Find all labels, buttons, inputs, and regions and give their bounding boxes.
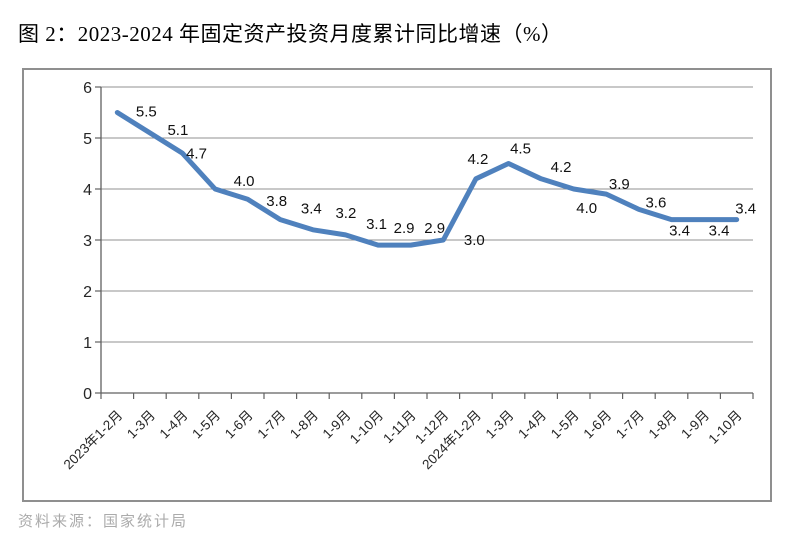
y-tick-label: 3: [83, 233, 92, 250]
data-label: 3.4: [301, 201, 322, 218]
data-labels: 5.5 5.1 4.7 4.0 3.8 3.4 3.2 3.1 2.9 2.9 3.0 4.2 4.5 4…: [136, 104, 756, 250]
x-tick-label: 1-6月: [580, 408, 614, 442]
data-label: 3.1: [366, 216, 387, 233]
x-tick-label: 1-4月: [515, 408, 549, 442]
x-tick-label: 1-6月: [222, 408, 256, 442]
data-label: 4.2: [467, 151, 488, 168]
x-tick-label: 1-10月: [347, 408, 386, 447]
chart-frame: 0 1 2 3 4 5 6 2023年1-2月 1-3月 1-4月 1-5月 1-6月 1-7月 1-8月…: [22, 68, 772, 502]
x-tick-label: 1-10月: [706, 408, 745, 447]
x-tick-label: 1-4月: [157, 408, 191, 442]
data-label: 3.2: [335, 205, 356, 222]
x-tick-label: 2023年1-2月: [61, 408, 126, 473]
line-chart: 01234562023年1-2月1-3月1-4月1-5月1-6月1-7月1-8月…: [61, 80, 756, 473]
data-label: 3.9: [609, 176, 630, 193]
data-label: 5.5: [136, 104, 157, 121]
y-tick-label: 5: [83, 131, 92, 148]
x-tick-label: 1-11月: [380, 408, 419, 447]
source-note: 资料来源：国家统计局: [18, 514, 189, 530]
data-label: 3.4: [709, 223, 730, 240]
data-label: 5.1: [167, 122, 188, 139]
gridlines: [101, 86, 753, 343]
x-tick-label: 1-8月: [287, 408, 321, 442]
data-label: 3.0: [464, 232, 485, 249]
x-axis-labels: 2023年1-2月1-3月1-4月1-5月1-6月1-7月1-8月1-9月1-1…: [61, 408, 745, 473]
y-tick-label: 2: [83, 284, 92, 301]
data-label: 2.9: [394, 220, 415, 237]
x-tick-label: 1-7月: [254, 408, 288, 442]
data-label: 3.4: [735, 201, 756, 218]
y-axis-labels: 0 1 2 3 4 5 6: [83, 80, 92, 403]
y-tick-label: 0: [83, 386, 92, 403]
y-tick-label: 4: [83, 182, 92, 199]
y-tick-label: 6: [83, 80, 92, 97]
x-tick-label: 1-3月: [124, 408, 158, 442]
data-label: 3.8: [266, 193, 287, 210]
tick-marks: [95, 86, 754, 399]
data-label: 4.0: [234, 173, 255, 190]
x-tick-label: 1-5月: [548, 408, 582, 442]
data-label: 2.9: [424, 220, 445, 237]
data-label: 4.5: [510, 141, 531, 158]
chart-title: 图 2：2023-2024 年固定资产投资月度累计同比增速（%）: [18, 22, 563, 46]
x-tick-label: 1-8月: [646, 408, 680, 442]
data-label: 3.4: [669, 223, 690, 240]
x-tick-label: 1-3月: [483, 408, 517, 442]
data-series: [114, 110, 740, 248]
series-line: [114, 110, 740, 248]
x-tick-label: 1-7月: [613, 408, 647, 442]
x-tick-label: 1-5月: [189, 408, 223, 442]
data-label: 4.0: [576, 200, 597, 217]
y-tick-label: 1: [83, 335, 92, 352]
data-label: 3.6: [645, 194, 666, 211]
data-label: 4.2: [551, 159, 572, 176]
data-label: 4.7: [186, 145, 207, 162]
